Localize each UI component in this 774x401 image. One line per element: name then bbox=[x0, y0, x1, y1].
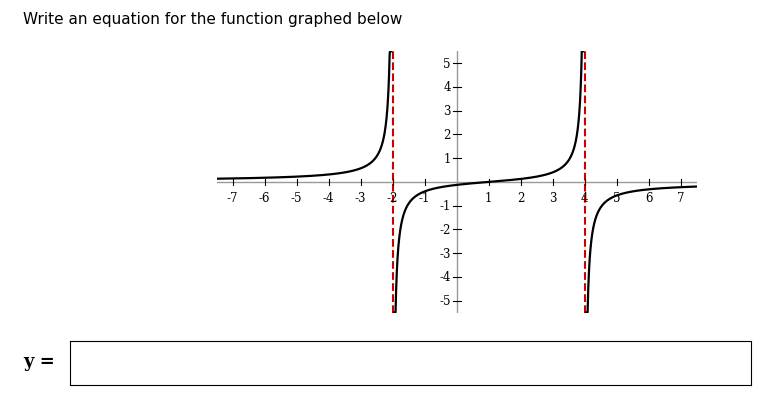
Text: -4: -4 bbox=[440, 271, 451, 284]
Text: 2: 2 bbox=[517, 192, 524, 205]
Text: 4: 4 bbox=[444, 81, 451, 94]
Text: -3: -3 bbox=[355, 192, 366, 205]
Text: -6: -6 bbox=[259, 192, 270, 205]
Text: -4: -4 bbox=[323, 192, 334, 205]
Text: y =: y = bbox=[23, 352, 55, 370]
Text: 7: 7 bbox=[676, 192, 684, 205]
Text: 4: 4 bbox=[580, 192, 588, 205]
Text: -1: -1 bbox=[440, 200, 451, 213]
Text: 1: 1 bbox=[485, 192, 492, 205]
Text: 3: 3 bbox=[549, 192, 557, 205]
Text: 3: 3 bbox=[444, 105, 451, 118]
Text: -5: -5 bbox=[291, 192, 303, 205]
Text: -5: -5 bbox=[440, 294, 451, 308]
Text: -3: -3 bbox=[440, 247, 451, 260]
Text: -2: -2 bbox=[387, 192, 399, 205]
Text: -7: -7 bbox=[227, 192, 238, 205]
Text: 6: 6 bbox=[645, 192, 652, 205]
Text: 5: 5 bbox=[444, 57, 451, 71]
Text: 1: 1 bbox=[444, 152, 451, 165]
Text: 5: 5 bbox=[613, 192, 621, 205]
Text: 2: 2 bbox=[444, 129, 451, 142]
Text: Write an equation for the function graphed below: Write an equation for the function graph… bbox=[23, 12, 402, 27]
Text: -1: -1 bbox=[419, 192, 430, 205]
Text: -2: -2 bbox=[440, 223, 451, 236]
